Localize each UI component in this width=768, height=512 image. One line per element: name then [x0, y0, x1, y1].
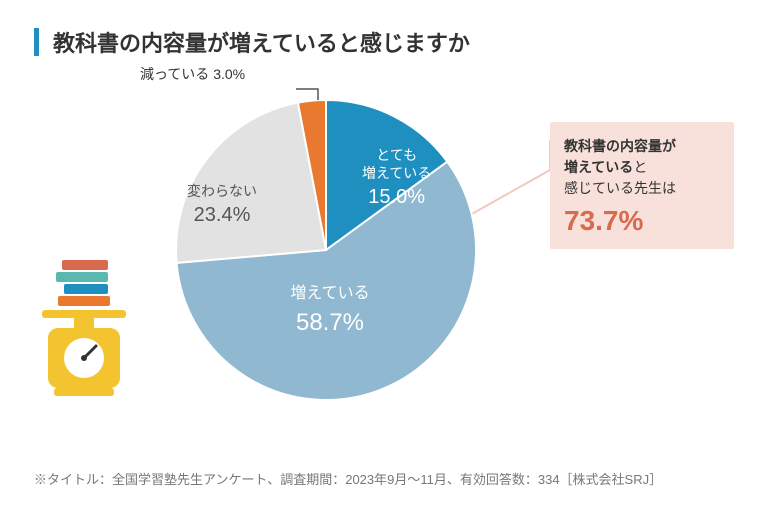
callout-line2: 増えていると: [564, 157, 720, 178]
pie-chart: とても 増えている 15.0% 増えている 58.7% 変わらない 23.4% …: [176, 100, 476, 400]
books-scale-icon: [34, 260, 134, 400]
slice-label-decreased: 減っている 3.0%: [140, 64, 245, 84]
page: 教科書の内容量が増えていると感じますか とても 増えている 15.0% 増えてい…: [0, 0, 768, 512]
slice-label-very-increased: とても 増えている 15.0%: [362, 146, 431, 210]
callout-value: 73.7%: [564, 205, 720, 237]
callout-line3: 感じている先生は: [564, 178, 720, 199]
pie-svg: [176, 100, 476, 400]
footnote: ※タイトル：全国学習塾先生アンケート、調査期間：2023年9月～11月、有効回答…: [34, 469, 662, 488]
callout-box: 教科書の内容量が 増えていると 感じている先生は 73.7%: [550, 122, 734, 249]
slice-label-increased: 増えている 58.7%: [280, 284, 380, 338]
callout-line1: 教科書の内容量が: [564, 136, 720, 157]
slice-label-unchanged: 変わらない 23.4%: [172, 182, 272, 228]
